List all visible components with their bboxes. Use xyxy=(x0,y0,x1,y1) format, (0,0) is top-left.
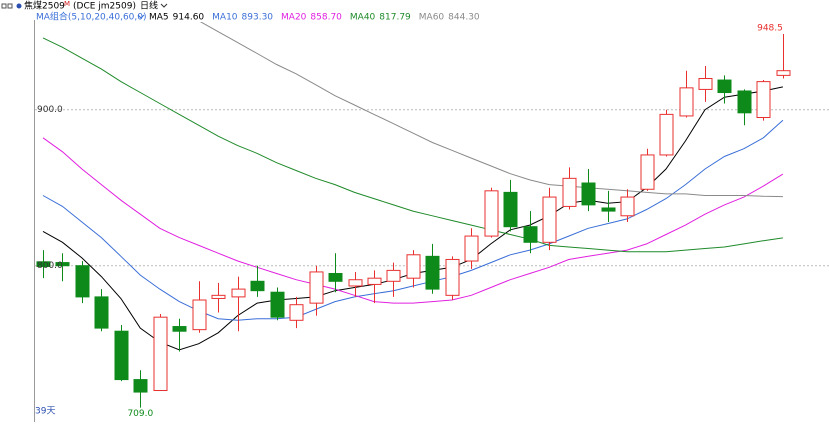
plot-area xyxy=(35,22,829,408)
candle-body xyxy=(114,330,129,381)
candle-body xyxy=(348,279,363,287)
low-label: 709.0 xyxy=(127,409,153,419)
candle-body xyxy=(386,269,401,282)
legend-value: 893.30 xyxy=(242,13,274,23)
ma-group[interactable]: MA组合(5,10,20,40,60,0) xyxy=(36,11,147,23)
candle-body xyxy=(659,113,674,156)
candle-body xyxy=(270,291,285,318)
legend-value: 817.79 xyxy=(379,13,411,23)
dropdown-icon[interactable] xyxy=(137,14,145,19)
legend-value: 844.30 xyxy=(448,13,480,23)
candle-body xyxy=(192,299,207,331)
candle-body xyxy=(698,78,713,90)
candle-body xyxy=(36,261,51,267)
icon[interactable] xyxy=(7,3,13,9)
candle-body xyxy=(153,316,168,391)
legend-value: 914.60 xyxy=(173,13,205,23)
candle-body xyxy=(425,255,440,290)
high-label: 948.5 xyxy=(757,24,783,34)
candle-body xyxy=(562,177,577,207)
candle-body xyxy=(94,296,109,329)
legend: MA5 914.60 MA10 893.30 MA20 858.70 MA40 817.79 M… xyxy=(149,13,480,23)
y-tick-label: 800.0 xyxy=(37,261,63,271)
symbol-mark: M xyxy=(64,0,70,8)
candle-body xyxy=(679,87,694,117)
dropdown-icon[interactable] xyxy=(160,3,168,8)
candle-body xyxy=(445,258,460,296)
candle-body xyxy=(523,226,538,243)
candle-body xyxy=(309,271,324,304)
candle-body xyxy=(776,70,791,76)
candle-body xyxy=(367,277,382,285)
candle-body xyxy=(620,196,635,217)
icon xyxy=(16,3,22,9)
legend-value: 858.70 xyxy=(310,13,342,23)
candle-body xyxy=(231,288,246,298)
candle-body xyxy=(640,154,655,190)
y-tick-label: 900.0 xyxy=(37,105,63,115)
candle-body xyxy=(737,90,752,114)
candle-body xyxy=(328,273,343,282)
icon[interactable] xyxy=(1,3,7,9)
ma-line xyxy=(199,22,783,198)
candle-body xyxy=(211,294,226,299)
candle-body xyxy=(289,304,304,321)
symbol[interactable]: 焦煤2509 xyxy=(24,0,65,12)
bar-count: 39天 xyxy=(35,407,55,417)
ma-line xyxy=(42,137,784,304)
candle-body xyxy=(250,280,265,292)
candle-body xyxy=(133,379,148,393)
legend-name: MA5 xyxy=(149,13,169,23)
legend-name: MA20 xyxy=(281,13,307,23)
period[interactable]: 日线 xyxy=(140,0,158,12)
legend-name: MA10 xyxy=(212,13,238,23)
ma-line xyxy=(42,37,783,253)
candle-body xyxy=(717,79,732,94)
code: (DCE jm2509) xyxy=(73,2,136,12)
candle-body xyxy=(464,235,479,262)
candle-body xyxy=(581,182,596,206)
candle-body xyxy=(172,326,187,332)
candle-body xyxy=(406,254,421,279)
candle-body xyxy=(756,81,771,119)
candle-body xyxy=(542,196,557,243)
candle-body xyxy=(503,191,518,228)
candle-body xyxy=(601,207,616,212)
candle-body xyxy=(55,262,70,267)
candle-body xyxy=(484,190,499,237)
candle-body xyxy=(75,265,90,298)
ma-line xyxy=(42,119,784,321)
legend-name: MA40 xyxy=(350,13,376,23)
legend-name: MA60 xyxy=(419,13,445,23)
